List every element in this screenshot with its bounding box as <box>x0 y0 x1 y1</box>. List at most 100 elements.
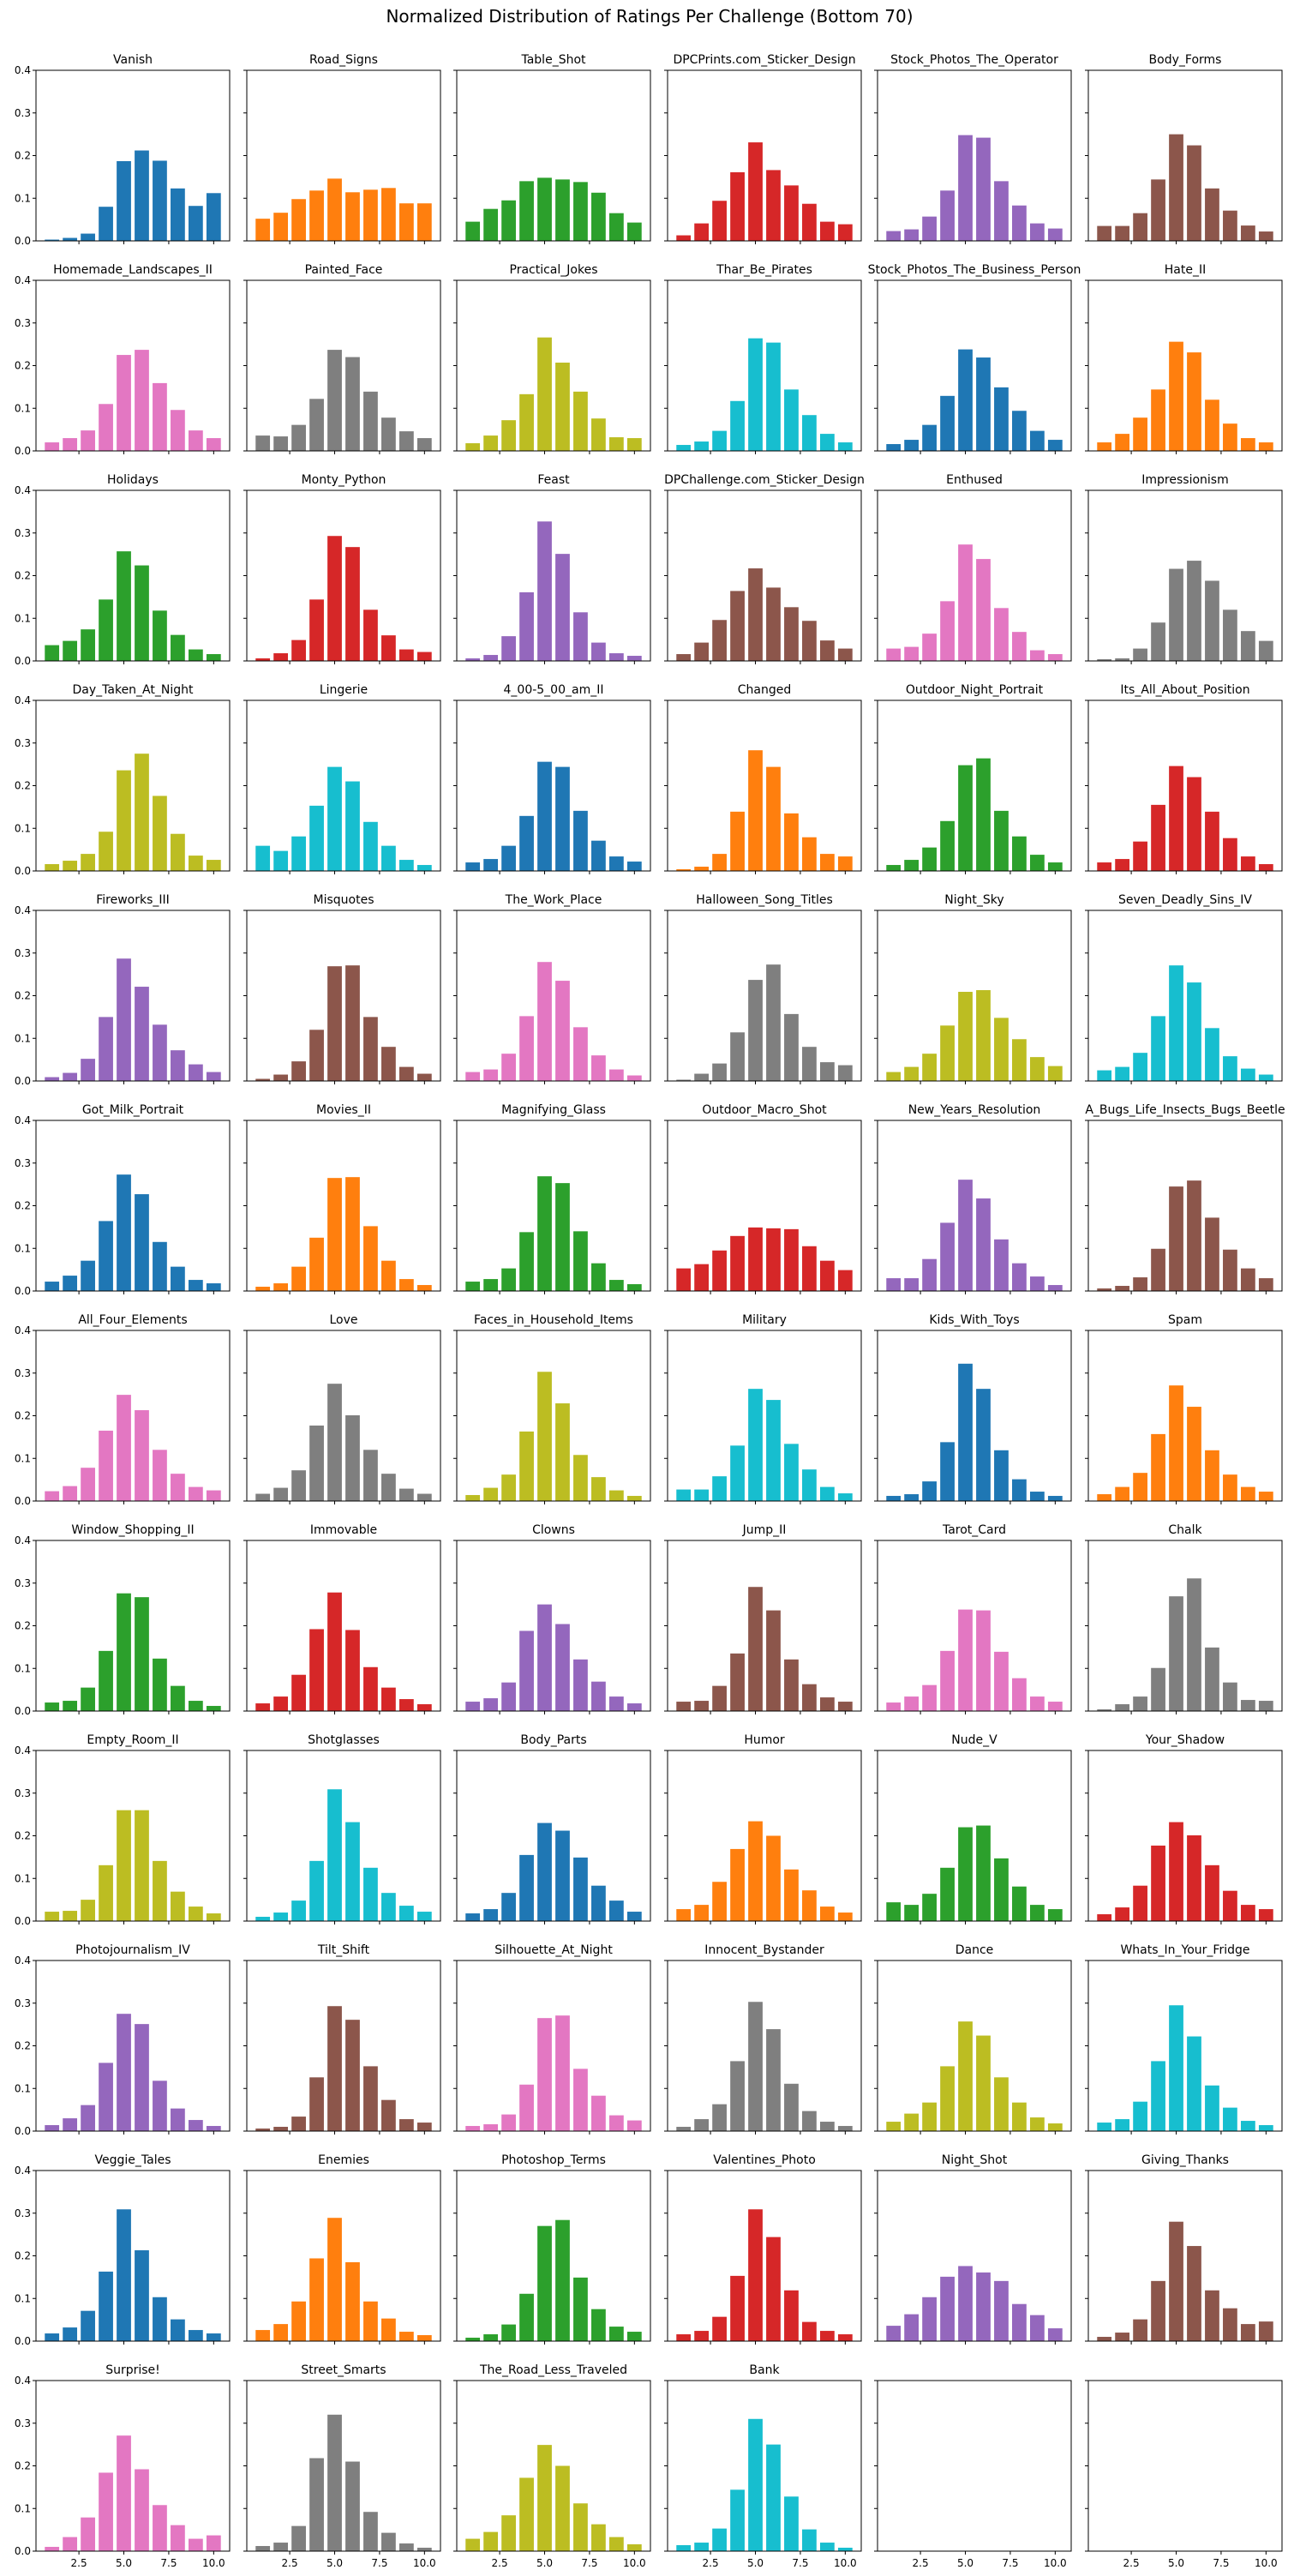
axes-frame <box>246 1540 441 1712</box>
bar <box>676 2334 692 2341</box>
bar <box>819 854 835 871</box>
bar <box>748 2418 763 2551</box>
bar <box>1047 228 1063 241</box>
bar <box>63 1486 78 1501</box>
bar <box>1187 561 1201 661</box>
bar <box>1187 2246 1201 2341</box>
bar <box>135 754 149 871</box>
subplot-title: Clowns <box>532 1523 575 1537</box>
bar <box>63 438 78 451</box>
bar <box>273 1074 289 1081</box>
bar <box>519 1854 534 1921</box>
bar <box>99 599 113 661</box>
bar <box>694 642 710 661</box>
subplot-title: Valentines_Photo <box>713 2153 816 2167</box>
bar <box>309 805 324 871</box>
bar <box>784 813 799 871</box>
y-tick-label: 0.1 <box>15 2292 31 2304</box>
bar <box>1115 225 1130 241</box>
bar <box>573 612 588 661</box>
bar <box>45 1912 60 1921</box>
axes-frame <box>456 2170 651 2342</box>
subplot: Table_Shot <box>453 53 651 244</box>
subplot-title: Table_Shot <box>520 53 586 67</box>
bar <box>117 160 131 241</box>
bar <box>1169 568 1183 661</box>
bar <box>537 337 552 451</box>
subplot-title: Impressionism <box>1141 473 1228 487</box>
bar <box>748 980 763 1081</box>
bar <box>63 2537 78 2551</box>
y-tick-label: 0.3 <box>15 2207 31 2219</box>
bar <box>1012 632 1027 661</box>
bar <box>45 645 60 661</box>
bar <box>537 1604 552 1711</box>
bar <box>819 1062 835 1081</box>
bar <box>904 1905 920 1921</box>
bar <box>1169 2221 1183 2341</box>
bar <box>748 338 763 451</box>
bar <box>255 1493 271 1501</box>
subplot-title: Jump_II <box>742 1523 787 1537</box>
bar <box>1029 1492 1045 1501</box>
bar <box>501 1682 516 1711</box>
bar <box>188 2330 203 2341</box>
bar <box>255 1078 271 1081</box>
bar <box>730 811 745 871</box>
y-tick-label: 0.3 <box>15 947 31 959</box>
subplot-title: Seven_Deadly_Sins_IV <box>1118 893 1252 907</box>
bar <box>1133 417 1147 451</box>
bar <box>398 2119 414 2131</box>
axes-frame <box>246 1330 441 1502</box>
subplot-title: Outdoor_Night_Portrait <box>906 683 1044 697</box>
subplot-title: Halloween_Song_Titles <box>696 893 833 907</box>
subplot-title: Love <box>329 1313 357 1327</box>
bar <box>327 1384 342 1501</box>
bar <box>63 1701 78 1711</box>
x-tick-label: 7.5 <box>160 2557 177 2569</box>
subplot: Night_Sky <box>874 893 1072 1084</box>
y-tick-label: 0.2 <box>15 2460 31 2472</box>
bar <box>1258 1074 1273 1081</box>
subplot: Vanish 0.0 0.1 0.2 0.3 0.4 <box>15 53 231 247</box>
bar <box>171 634 185 661</box>
subplot: Road_Signs <box>243 53 441 244</box>
bar <box>416 203 432 241</box>
bar <box>591 2309 606 2341</box>
bar <box>465 443 481 451</box>
bar <box>465 1702 481 1711</box>
subplot-title: Holidays <box>107 473 159 487</box>
bar <box>958 2266 973 2341</box>
bar <box>784 1659 799 1711</box>
x-tick-label: 5.0 <box>957 2557 974 2569</box>
bar <box>1258 2321 1273 2341</box>
bar <box>483 859 499 871</box>
bar <box>837 442 853 451</box>
bar <box>1240 438 1255 451</box>
bar <box>766 342 781 451</box>
subplot-title: Practical_Jokes <box>510 263 598 277</box>
bar <box>206 1490 221 1501</box>
bar <box>1012 836 1027 871</box>
bar <box>1205 1647 1219 1711</box>
bar <box>1223 1249 1237 1291</box>
bar <box>255 1703 271 1711</box>
bar <box>117 1174 131 1291</box>
bar <box>555 179 570 241</box>
bar <box>1169 1822 1183 1921</box>
bar <box>171 1891 185 1921</box>
bar <box>573 1659 588 1711</box>
bar <box>363 609 378 661</box>
bar <box>501 1893 516 1921</box>
bar <box>345 781 360 871</box>
subplot: Practical_Jokes <box>453 263 651 454</box>
bar <box>802 1246 817 1291</box>
axes-frame <box>1087 1750 1283 1922</box>
bar <box>327 2218 342 2341</box>
bar <box>1151 1016 1165 1081</box>
y-tick-label: 0.2 <box>15 2040 31 2052</box>
bar <box>730 2489 745 2551</box>
bar <box>117 355 131 451</box>
bar <box>381 2532 396 2551</box>
bar <box>976 2272 991 2341</box>
